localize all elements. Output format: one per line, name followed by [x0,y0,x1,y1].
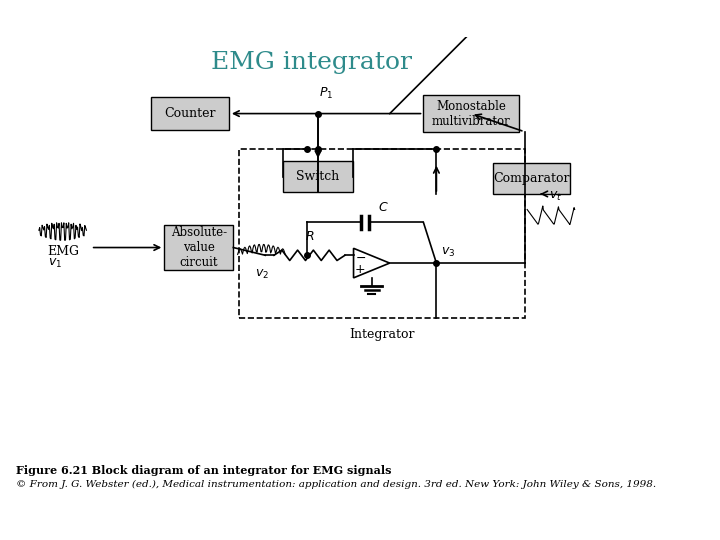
Text: Comparator: Comparator [493,172,570,185]
Text: $v_t$: $v_t$ [549,190,562,203]
Bar [151,97,229,130]
Text: $+$: $+$ [354,263,366,276]
Text: EMG integrator: EMG integrator [211,51,412,74]
Bar [239,149,525,318]
Text: $C$: $C$ [378,201,389,214]
Text: Integrator: Integrator [349,328,415,341]
Text: $v_1$: $v_1$ [48,256,62,269]
Text: Absolute-
value
circuit: Absolute- value circuit [171,226,227,269]
Text: EMG: EMG [48,245,79,258]
Text: $R$: $R$ [305,230,314,243]
Text: $P_1$: $P_1$ [319,86,333,102]
Text: $-$: $-$ [354,251,366,264]
Text: Switch: Switch [297,170,340,183]
Text: $v_2$: $v_2$ [255,267,269,280]
Bar [492,163,570,194]
Text: $v_3$: $v_3$ [441,246,455,259]
Bar [284,161,353,192]
Text: © From J. G. Webster (ed.), Medical instrumentation: application and design. 3rd: © From J. G. Webster (ed.), Medical inst… [16,480,656,489]
Text: Monostable
multivibrator: Monostable multivibrator [431,99,510,127]
Text: Figure 6.21 Block diagram of an integrator for EMG signals: Figure 6.21 Block diagram of an integrat… [16,465,391,476]
Text: Counter: Counter [164,107,216,120]
Bar [164,225,233,270]
Bar [423,96,518,132]
